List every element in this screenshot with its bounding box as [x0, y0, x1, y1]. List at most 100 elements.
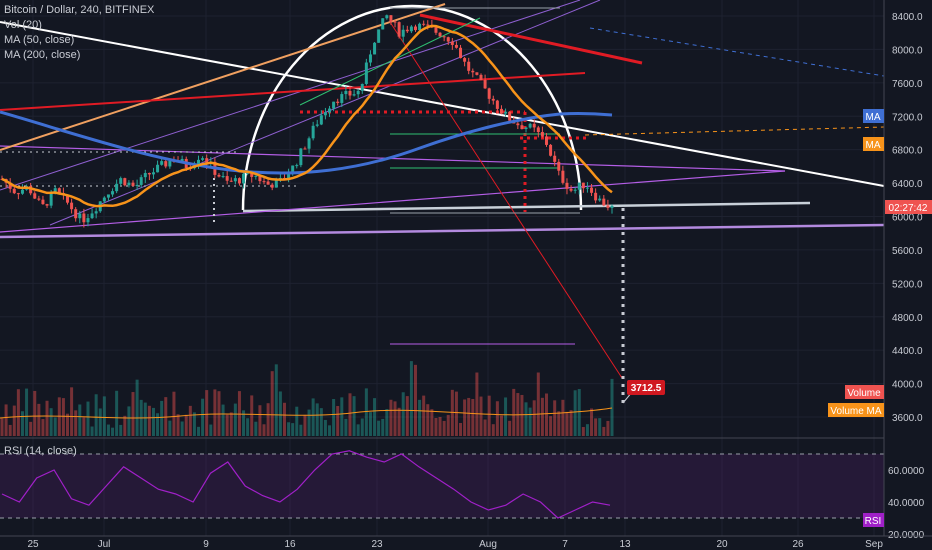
candle-body [53, 188, 57, 192]
price-tick-label: 4400.0 [892, 346, 923, 357]
ma50-legend[interactable]: MA (50, close) [4, 34, 75, 46]
candle-body [336, 101, 340, 103]
volume-bar [311, 398, 315, 436]
price-axis-ticks: 8400.0 8000.0 7600.0 7200.0 6800.0 6400.0 6000… [892, 12, 923, 424]
candle-body [610, 205, 614, 208]
countdown-tag: 02:27:42 [885, 200, 932, 214]
volume-bar [356, 424, 360, 436]
volume-bar [389, 399, 393, 436]
ma200-line[interactable] [0, 110, 613, 175]
rsi-line[interactable] [1, 450, 611, 519]
volume-bar [430, 409, 434, 436]
candle-body [274, 178, 278, 188]
candle-body [446, 37, 450, 42]
volume-bar [377, 420, 381, 436]
candle-body [397, 22, 401, 37]
candle-body [581, 182, 585, 189]
candle-body [287, 174, 291, 179]
volume-bar [184, 414, 188, 436]
neckline[interactable] [242, 201, 811, 213]
vol-legend[interactable]: Vol (20) [4, 19, 42, 31]
volume-bar [0, 418, 4, 436]
candle-body [319, 115, 323, 125]
time-tick-label: 25 [27, 539, 39, 550]
time-tick-label: 13 [619, 539, 631, 550]
volume-bar [381, 418, 385, 436]
candle-body [381, 18, 385, 30]
volume-bar [98, 408, 102, 436]
candle-body [94, 211, 98, 214]
purple-channel-line-2[interactable] [0, 170, 786, 233]
price-tick-label: 6800.0 [892, 146, 923, 157]
volume-bar [94, 394, 98, 436]
volume-bar [540, 397, 544, 436]
price-axis-bg[interactable] [884, 0, 932, 536]
volume-bar [53, 417, 57, 436]
rsi-band [0, 454, 884, 518]
volume-bar [442, 420, 446, 436]
candle-body [78, 213, 82, 219]
price-tick-label: 7200.0 [892, 112, 923, 123]
candle-body [135, 184, 139, 186]
price-tick-label: 6000.0 [892, 213, 923, 224]
candle-body [205, 158, 209, 164]
candle-body [479, 74, 483, 81]
candle-body [123, 178, 127, 186]
volume-bar [229, 412, 233, 436]
candle-body [442, 36, 446, 38]
target-callout[interactable]: 3712.5 [622, 380, 665, 404]
time-axis-ticks[interactable]: 25 Jul 9 16 23 Aug 7 13 20 26 Sep [27, 539, 883, 550]
candle-body [532, 123, 536, 128]
volume-bar [413, 364, 417, 436]
red-target-line[interactable] [389, 21, 623, 379]
volume-bar [434, 417, 438, 436]
purple-support-line[interactable] [0, 223, 885, 239]
candle-body [332, 101, 336, 109]
volume-bar [278, 391, 282, 436]
rsi-legend[interactable]: RSI (14, close) [4, 445, 77, 457]
descending-trendline[interactable] [0, 21, 885, 187]
candle-body [536, 127, 540, 133]
candle-body [606, 205, 610, 208]
ma200-legend[interactable]: MA (200, close) [4, 49, 81, 61]
volume-bar [176, 414, 180, 436]
candle-body [569, 188, 573, 191]
candle-body [389, 15, 393, 22]
volume-bar [45, 400, 49, 436]
volume-bar [205, 390, 209, 436]
volume-bar [577, 389, 581, 436]
volume-bar [217, 391, 221, 436]
volume-bar [319, 408, 323, 436]
volume-bar [78, 404, 82, 436]
volume-bar [250, 395, 254, 436]
candle-body [561, 170, 565, 183]
rsi-tick-label: 40.0000 [888, 498, 925, 509]
volume-bar [82, 417, 86, 436]
symbol-title[interactable]: Bitcoin / Dollar, 240, BITFINEX [4, 4, 155, 16]
candle-body [454, 44, 458, 48]
volume-bar [528, 407, 532, 436]
candle-body [82, 213, 86, 223]
purple-rising-line[interactable] [0, 0, 581, 191]
candle-body [201, 158, 205, 160]
time-tick-label: 26 [792, 539, 804, 550]
red-resistance-line[interactable] [0, 72, 586, 111]
volume-bar [29, 421, 33, 436]
volume-bar [197, 426, 201, 436]
volume-bar [454, 391, 458, 436]
volume-bar [90, 426, 94, 436]
candle-body [90, 213, 94, 219]
candle-body [115, 183, 119, 192]
volume-bar [233, 403, 237, 436]
ma50-line[interactable] [1, 24, 613, 208]
volume-bar [307, 409, 311, 436]
volume-bars [0, 361, 614, 436]
volume-bar [610, 378, 614, 436]
red-thick-line[interactable] [419, 13, 643, 65]
orange-rising-line[interactable] [0, 3, 446, 151]
candle-body [426, 24, 430, 26]
volume-bar [336, 406, 340, 436]
candle-body [385, 15, 389, 19]
volume-bar [209, 424, 213, 436]
